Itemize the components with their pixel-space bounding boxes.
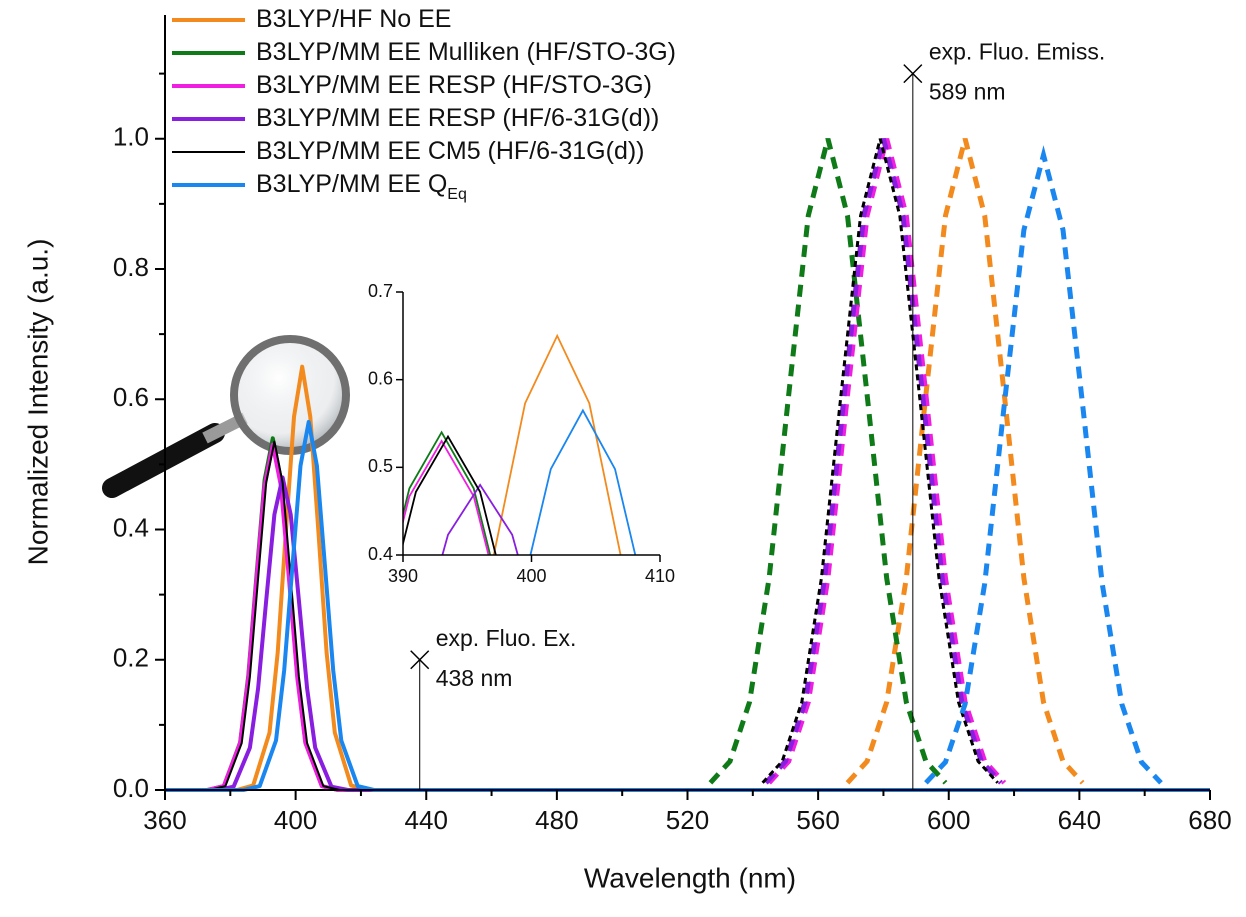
y-tick-label: 1.0	[113, 122, 149, 152]
legend-name: B3LYP/MM EE Mulliken (HF/STO-3G)	[256, 38, 676, 66]
inset-y-tick-label: 0.4	[368, 544, 393, 564]
absorption-line	[165, 440, 1210, 791]
annotation-marker	[410, 650, 430, 670]
inset-x-tick-label: 390	[388, 566, 418, 586]
inset-line	[441, 483, 519, 555]
legend-name: B3LYP/MM EE CM5 (HF/6-31G(d))	[256, 137, 645, 165]
legend-label: B3LYP/MM EE RESP (HF/6-31G(d))	[256, 104, 659, 132]
annotation-text: exp. Fluo. Ex.	[436, 625, 577, 651]
x-axis-title: Wavelength (nm)	[584, 862, 796, 893]
legend-name: B3LYP/HF No EE	[256, 5, 451, 33]
inset-line	[492, 333, 622, 555]
inset-y-tick-label: 0.6	[368, 368, 393, 388]
magnifier-icon	[102, 335, 350, 498]
inset-x-tick-label: 410	[645, 566, 675, 586]
emission-line	[761, 138, 999, 784]
absorption-line	[165, 420, 1210, 792]
x-tick-label: 520	[666, 805, 709, 835]
inset-line	[403, 430, 492, 555]
inset-line	[529, 408, 637, 555]
legend-label: B3LYP/HF No EE	[256, 5, 451, 33]
x-tick-label: 400	[274, 805, 317, 835]
x-tick-label: 560	[796, 805, 839, 835]
x-tick-label: 600	[927, 805, 970, 835]
legend-label: B3LYP/MM EE QEq	[256, 170, 467, 204]
marker-stroke	[903, 64, 923, 84]
emission-line	[845, 138, 1085, 785]
annotation-text: exp. Fluo. Emiss.	[929, 39, 1105, 65]
legend-label: B3LYP/MM EE CM5 (HF/6-31G(d))	[256, 137, 645, 165]
plot-area	[165, 138, 1210, 792]
x-tick-label: 480	[535, 805, 578, 835]
legend-subscript: Eq	[447, 186, 467, 203]
emission-line	[924, 145, 1163, 785]
annotation-marker	[903, 64, 923, 84]
inset-line	[403, 434, 497, 555]
legend-label: B3LYP/MM EE Mulliken (HF/STO-3G)	[256, 38, 676, 66]
absorption-line	[165, 475, 1210, 792]
inset-line	[403, 439, 490, 555]
inset-y-tick-label: 0.5	[368, 456, 393, 476]
x-tick-label: 640	[1058, 805, 1101, 835]
y-tick-label: 0.0	[113, 773, 149, 803]
absorption-line	[165, 364, 1210, 792]
inset-x-tick-label: 400	[516, 566, 546, 586]
legend-name: B3LYP/MM EE RESP (HF/6-31G(d))	[256, 104, 659, 132]
x-tick-label: 680	[1188, 805, 1231, 835]
y-tick-label: 0.2	[113, 643, 149, 673]
legend-name: B3LYP/MM EE RESP (HF/STO-3G)	[256, 71, 652, 99]
legend-name: B3LYP/MM EE Q	[256, 170, 447, 198]
annotation-text: 438 nm	[436, 665, 513, 691]
y-tick-label: 0.4	[113, 512, 149, 542]
x-tick-label: 440	[405, 805, 448, 835]
emission-line	[764, 138, 1003, 785]
inset-plot	[403, 333, 637, 555]
annotation-text: 589 nm	[929, 79, 1006, 105]
marker-stroke	[410, 650, 430, 670]
x-tick-label: 360	[143, 805, 186, 835]
y-tick-label: 0.6	[113, 382, 149, 412]
inset-y-tick-label: 0.7	[368, 281, 393, 301]
emission-line	[708, 138, 948, 785]
legend-label: B3LYP/MM EE RESP (HF/STO-3G)	[256, 71, 652, 99]
y-axis-title: Normalized Intensity (a.u.)	[22, 239, 53, 566]
y-tick-label: 0.8	[113, 252, 149, 282]
